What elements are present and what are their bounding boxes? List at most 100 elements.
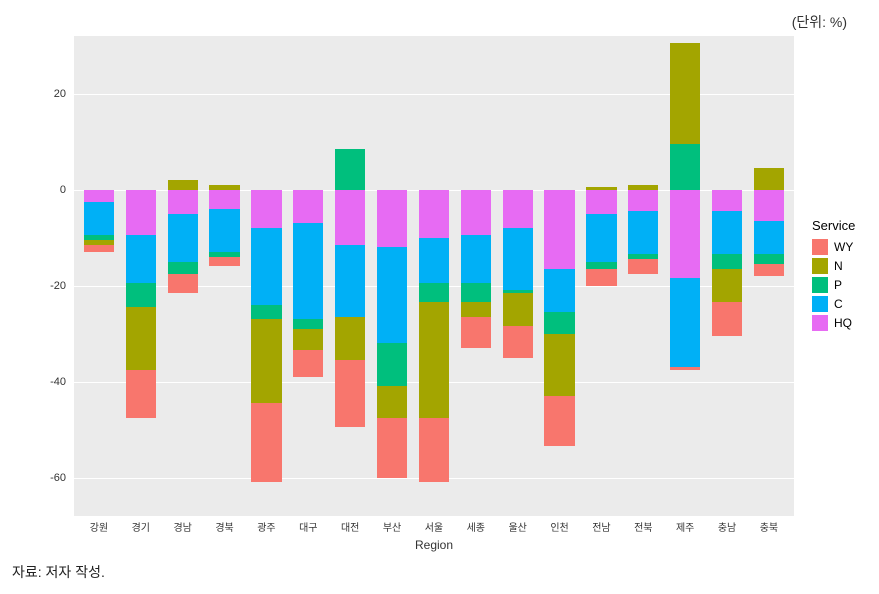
bar-세종 [457,36,495,516]
legend-swatch [812,258,828,274]
x-tick: 서울 [415,519,453,534]
legend-label: WY [834,240,853,254]
seg-wy [251,403,281,482]
seg-p [419,283,449,302]
seg-n [628,185,658,190]
seg-hq [377,190,407,248]
seg-c [335,245,365,317]
seg-p [586,262,616,269]
seg-p [251,305,281,319]
seg-hq [712,190,742,212]
bar-강원 [80,36,118,516]
seg-c [168,214,198,262]
seg-c [670,278,700,367]
seg-c [84,202,114,236]
x-tick: 강원 [80,519,118,534]
legend-label: HQ [834,316,852,330]
seg-wy [335,360,365,427]
legend-label: C [834,297,843,311]
seg-n [126,307,156,369]
seg-c [251,228,281,305]
seg-hq [461,190,491,236]
seg-wy [419,418,449,483]
x-tick: 부산 [373,519,411,534]
legend-label: N [834,259,843,273]
seg-wy [461,317,491,348]
seg-hq [419,190,449,238]
bar-경북 [206,36,244,516]
x-tick: 전남 [583,519,621,534]
seg-n [544,334,574,396]
x-tick: 제주 [666,519,704,534]
seg-p [461,283,491,302]
seg-n [754,168,784,190]
seg-p [712,254,742,268]
seg-hq [168,190,198,214]
seg-wy [628,259,658,273]
bar-전북 [624,36,662,516]
x-tick: 경북 [206,519,244,534]
seg-c [544,269,574,312]
seg-p [544,312,574,334]
seg-c [461,235,491,283]
seg-p [377,343,407,386]
seg-wy [754,264,784,276]
seg-n [461,302,491,316]
seg-hq [251,190,281,228]
x-tick: 전북 [624,519,662,534]
x-tick: 인천 [541,519,579,534]
bar-충남 [708,36,746,516]
seg-p [168,262,198,274]
legend-item-wy: WY [812,239,855,255]
legend-swatch [812,315,828,331]
seg-hq [335,190,365,245]
bar-대구 [289,36,327,516]
legend-label: P [834,278,842,292]
seg-n [168,180,198,190]
bar-경남 [164,36,202,516]
source-note: 자료: 저자 작성. [12,562,867,582]
seg-n [586,187,616,189]
seg-c [419,238,449,284]
plot-area: 200-20-40-60 강원경기경남경북광주대구대전부산서울세종울산인천전남전… [74,36,794,516]
bar-서울 [415,36,453,516]
seg-p [335,149,365,190]
y-axis: 200-20-40-60 [38,36,70,516]
seg-wy [503,326,533,357]
seg-n [335,317,365,360]
legend-swatch [812,296,828,312]
seg-wy [209,257,239,267]
seg-n [419,302,449,417]
x-tick: 광주 [248,519,286,534]
bars-container [74,36,794,516]
seg-hq [628,190,658,212]
seg-wy [84,245,114,252]
x-tick: 경기 [122,519,160,534]
seg-c [712,211,742,254]
x-axis: 강원경기경남경북광주대구대전부산서울세종울산인천전남전북제주충남충북 [74,519,794,534]
seg-wy [168,274,198,293]
x-tick: 대구 [289,519,327,534]
legend-item-n: N [812,258,855,274]
chart-container: value 200-20-40-60 강원경기경남경북광주대구대전부산서울세종울… [12,36,867,516]
x-tick: 경남 [164,519,202,534]
legend: Service WYNPCHQ [812,218,855,334]
bar-경기 [122,36,160,516]
legend-swatch [812,277,828,293]
bar-전남 [583,36,621,516]
legend-swatch [812,239,828,255]
y-tick: -40 [50,376,66,388]
unit-label: (단위: %) [12,12,867,32]
legend-item-hq: HQ [812,315,855,331]
seg-hq [586,190,616,214]
seg-n [670,43,700,144]
seg-n [503,293,533,327]
seg-wy [586,269,616,286]
seg-c [628,211,658,254]
seg-hq [209,190,239,209]
bar-제주 [666,36,704,516]
seg-hq [126,190,156,236]
seg-c [209,209,239,252]
seg-p [670,144,700,190]
y-tick: 0 [60,184,66,196]
